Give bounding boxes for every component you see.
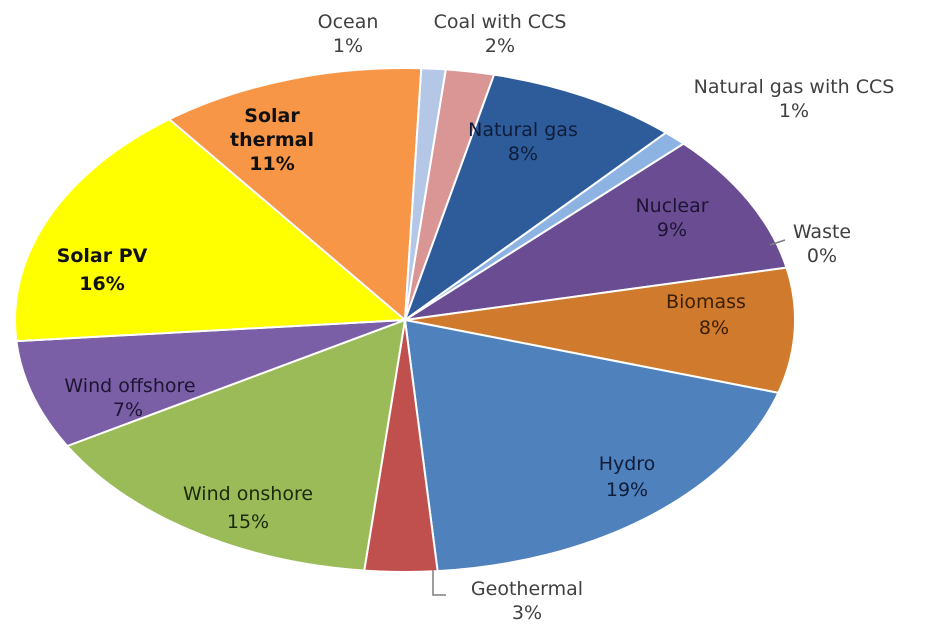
slice-value-biomass: 8% xyxy=(699,317,729,339)
slice-label-solar-pv: Solar PV xyxy=(57,245,148,267)
slice-value-ocean: 1% xyxy=(333,35,363,57)
slice-label-waste: Waste xyxy=(793,221,851,243)
slice-value-coal-ccs: 2% xyxy=(485,35,515,57)
slice-label-hydro: Hydro xyxy=(599,453,656,475)
slice-label-natural-gas: Natural gas xyxy=(468,119,578,141)
slice-value-natural-gas-ccs: 1% xyxy=(779,100,809,122)
pie-slice-wind-onshore xyxy=(66,319,406,572)
slice-label-geothermal: Geothermal xyxy=(471,578,583,600)
slice-label-coal-ccs: Coal with CCS xyxy=(434,11,567,33)
slice-value-wind-onshore: 15% xyxy=(227,511,269,533)
pie-slice-nuclear xyxy=(404,142,788,321)
slice-label-wind-onshore: Wind onshore xyxy=(183,483,313,505)
pie-slice-hydro xyxy=(404,319,780,573)
leader-line-geothermal xyxy=(432,570,446,596)
slice-value-solar-pv: 16% xyxy=(79,273,124,295)
slice-value-wind-offshore: 7% xyxy=(113,399,143,421)
pie-slices xyxy=(14,66,796,573)
pie-slice-natural-gas xyxy=(404,73,667,321)
slice-label-ocean: Ocean xyxy=(318,11,379,33)
leader-lines xyxy=(432,239,786,596)
slice-value-geothermal: 3% xyxy=(512,602,542,624)
slice-label-biomass: Biomass xyxy=(666,291,746,313)
slice-label-wind-offshore: Wind offshore xyxy=(64,375,195,397)
slice-value-nuclear: 9% xyxy=(657,219,687,241)
pie-slice-wind-offshore xyxy=(15,319,406,447)
leader-line-waste xyxy=(769,239,786,246)
slice-label-solar-thermal-1: Solar xyxy=(244,105,300,127)
slice-label-natural-gas-ccs: Natural gas with CCS xyxy=(694,76,895,98)
pie-slice-solar-thermal xyxy=(168,66,423,321)
slice-label-solar-thermal-2: thermal xyxy=(230,129,314,151)
slice-value-waste: 0% xyxy=(807,245,837,267)
pie-slice-ocean xyxy=(404,67,447,321)
slice-label-nuclear: Nuclear xyxy=(635,195,708,217)
slice-value-hydro: 19% xyxy=(606,479,648,501)
pie-slice-solar-pv xyxy=(14,118,406,343)
slice-value-natural-gas: 8% xyxy=(508,143,538,165)
slice-value-solar-thermal: 11% xyxy=(249,153,294,175)
pie-slice-biomass xyxy=(404,266,796,394)
